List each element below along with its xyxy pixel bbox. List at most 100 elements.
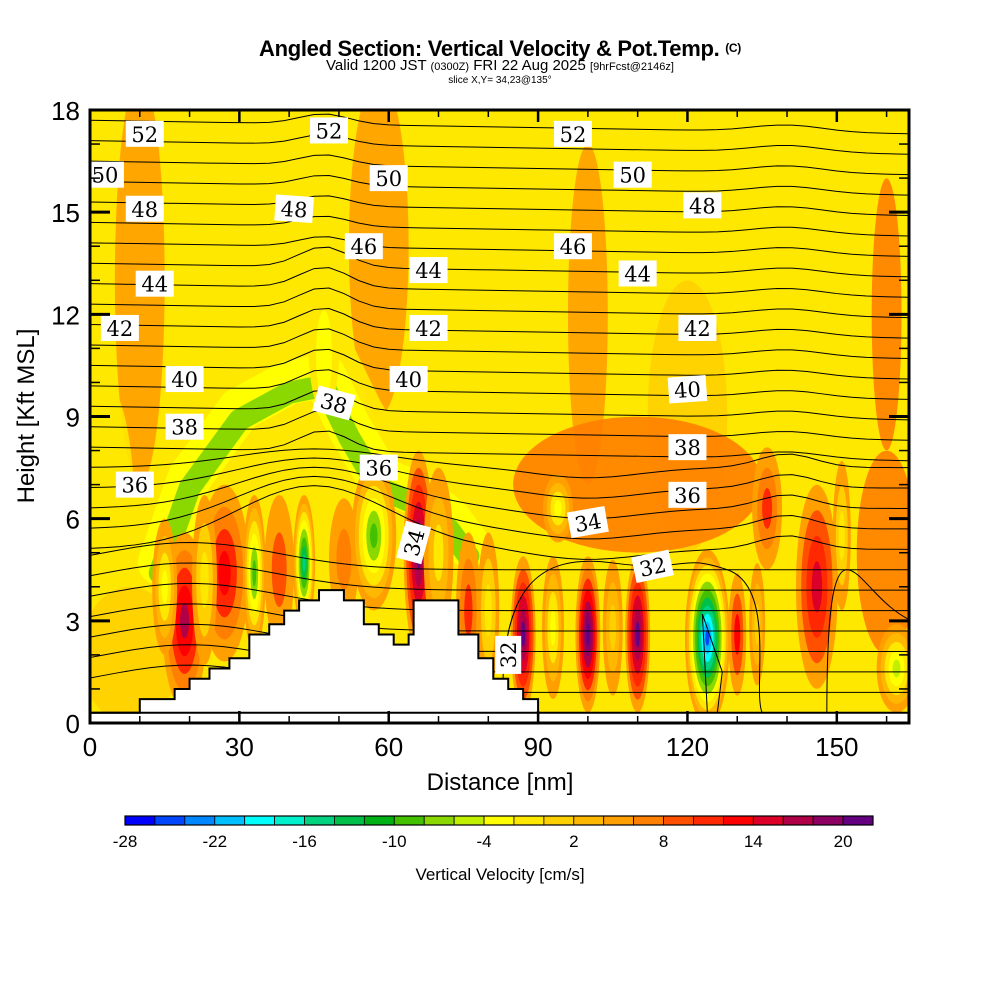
theta-contour-line xyxy=(90,246,909,278)
valid-date: FRI 22 Aug 2025 xyxy=(473,57,586,74)
colorbar-swatch xyxy=(723,815,754,826)
theta-contour-right xyxy=(826,569,909,713)
colorbar-frame xyxy=(124,815,874,826)
slice-info: slice X,Y= 34,23@135° xyxy=(448,75,552,86)
colorbar-tick-label: 20 xyxy=(834,832,853,851)
contour-label: 40 xyxy=(389,366,428,393)
colorbar-tick-label: 8 xyxy=(659,832,668,851)
x-tick-label: 60 xyxy=(374,732,403,762)
contour-label: 52 xyxy=(553,120,592,147)
contour-label: 48 xyxy=(683,192,722,219)
y-tick-label: 9 xyxy=(66,403,80,433)
theta-contour-line xyxy=(90,562,909,591)
colorbar-tick-label: -22 xyxy=(202,832,227,851)
colorbar-swatch xyxy=(543,815,575,826)
theta-contour-line xyxy=(90,348,909,380)
theta-contour-32 xyxy=(502,560,763,713)
title-text: Angled Section: Vertical Velocity & Pot.… xyxy=(258,36,720,61)
contour-label-text: 50 xyxy=(92,164,119,188)
contour-label-box xyxy=(631,549,674,584)
velocity-cell xyxy=(705,629,710,646)
colorbar-swatch xyxy=(752,815,784,826)
contour-label: 50 xyxy=(85,161,124,188)
theta-contour-line xyxy=(90,195,909,217)
contour-label: 32 xyxy=(631,549,674,584)
y-tick-label: 12 xyxy=(51,300,80,330)
theta-contour-line xyxy=(90,307,909,339)
contour-label: 32 xyxy=(495,635,522,674)
valid-utc: (0300Z) xyxy=(430,61,470,73)
colorbar-swatch xyxy=(304,815,335,826)
colorbar-swatch xyxy=(184,815,216,826)
field-band xyxy=(567,144,608,485)
terrain-profile xyxy=(89,589,540,724)
contour-label-text: 34 xyxy=(573,509,603,537)
contour-label-text: 38 xyxy=(674,436,701,460)
colorbar-swatch xyxy=(633,815,664,826)
contour-label-box xyxy=(100,314,139,341)
contour-label-box xyxy=(389,366,428,393)
terrain xyxy=(89,589,909,724)
velocity-cell xyxy=(521,621,526,648)
colorbar-tick-label: -28 xyxy=(113,832,138,851)
theta-contour-line xyxy=(90,328,909,360)
velocity-field xyxy=(90,110,909,723)
contour-label: 46 xyxy=(553,233,592,260)
contour-label-text: 40 xyxy=(171,368,198,392)
colorbar-swatch xyxy=(334,815,365,826)
velocity-cell xyxy=(550,609,556,646)
colorbar-swatch xyxy=(483,815,515,826)
velocity-cell xyxy=(586,623,590,646)
colorbar-tick-label: -10 xyxy=(382,832,407,851)
velocity-cell xyxy=(161,569,168,604)
colorbar-swatch xyxy=(693,815,724,826)
contour-label-text: 32 xyxy=(497,642,521,669)
colorbar-tick-label: 2 xyxy=(569,832,578,851)
theta-contour-line xyxy=(90,466,909,520)
contour-label-box xyxy=(668,481,707,508)
velocity-cell xyxy=(892,659,901,678)
colorbar-swatch xyxy=(214,815,246,826)
contour-label-box xyxy=(165,413,204,440)
contour-label-box xyxy=(553,120,592,147)
contour-label-text: 36 xyxy=(121,474,148,498)
contour-label: 52 xyxy=(309,117,348,144)
theta-contour-line xyxy=(90,430,909,462)
x-axis-label: Distance [nm] xyxy=(427,769,574,796)
contour-label-box xyxy=(667,374,708,404)
velocity-cell xyxy=(762,488,773,529)
contour-label-box xyxy=(115,471,154,498)
velocity-cell xyxy=(838,510,845,561)
contour-label-box xyxy=(165,366,204,393)
contour-label: 36 xyxy=(359,454,398,481)
velocity-cell xyxy=(609,604,617,651)
colorbar-swatch xyxy=(423,815,455,826)
colorbar-swatch xyxy=(573,815,605,826)
theta-contours xyxy=(90,113,909,713)
contour-label-text: 52 xyxy=(316,119,343,143)
theta-contour-line xyxy=(90,236,909,257)
contour-label-text: 36 xyxy=(674,484,701,508)
contour-label-text: 48 xyxy=(280,197,308,223)
contour-label-text: 44 xyxy=(141,273,168,297)
velocity-cell xyxy=(433,524,444,582)
theta-contour-line xyxy=(90,287,909,319)
contour-label-text: 40 xyxy=(673,377,701,403)
contour-label: 46 xyxy=(344,233,383,260)
theta-contour-line xyxy=(90,113,909,135)
theta-contour-line xyxy=(90,215,909,237)
field-band xyxy=(856,450,909,655)
contour-label-box xyxy=(678,314,717,341)
x-tick-label: 150 xyxy=(815,732,858,762)
velocity-cell xyxy=(336,528,352,591)
contour-label: 44 xyxy=(618,260,657,287)
valid-prefix: Valid 1200 JST xyxy=(326,57,427,74)
colorbar-tick-label: 14 xyxy=(744,832,763,851)
contour-label-text: 52 xyxy=(131,123,158,147)
colorbar-swatch xyxy=(782,815,814,826)
contour-label-text: 48 xyxy=(131,198,158,222)
theta-contour-line xyxy=(90,389,909,421)
theta-contour-line xyxy=(90,174,909,196)
contour-label: 44 xyxy=(409,257,448,284)
